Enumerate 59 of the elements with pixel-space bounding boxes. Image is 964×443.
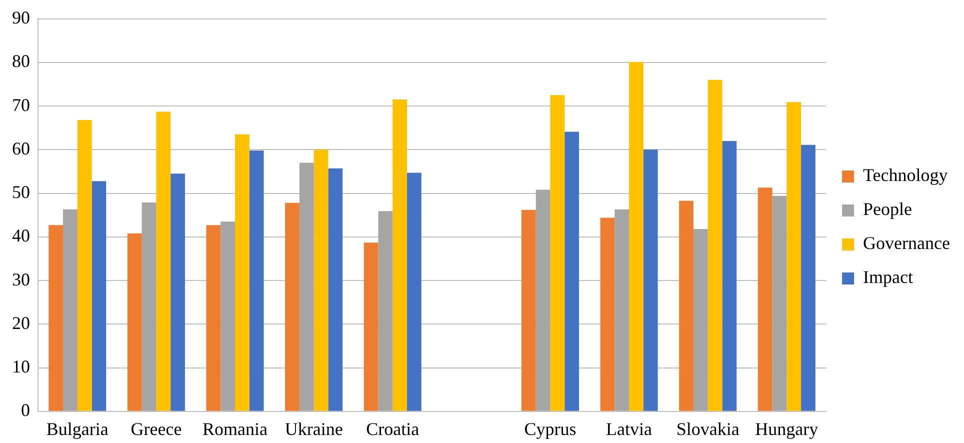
bar	[77, 120, 92, 411]
bar	[92, 181, 106, 411]
y-tick-label: 50	[12, 182, 30, 202]
bar	[206, 225, 221, 411]
x-tick-label: Bulgaria	[46, 418, 108, 439]
bar	[48, 225, 64, 411]
x-tick-label: Hungary	[755, 418, 818, 439]
bar	[235, 134, 250, 411]
bar	[629, 62, 644, 411]
bar	[708, 80, 722, 411]
bar	[679, 200, 694, 411]
x-tick-label: Romania	[202, 418, 268, 439]
bar	[299, 162, 314, 411]
y-tick-label: 0	[21, 400, 30, 420]
legend-label: Governance	[863, 233, 950, 254]
bar	[63, 209, 78, 411]
legend-label: People	[863, 199, 912, 220]
bar	[127, 233, 142, 411]
bar	[392, 100, 408, 411]
bar	[220, 222, 236, 411]
bar	[758, 188, 772, 411]
bar	[314, 150, 328, 411]
x-tick-label: Croatia	[366, 418, 420, 439]
y-tick-label: 70	[12, 94, 30, 115]
bar	[249, 150, 264, 411]
bar	[170, 174, 185, 411]
bar	[521, 210, 536, 411]
x-tick-label: Slovakia	[676, 418, 740, 439]
bar	[142, 202, 156, 411]
legend-label: Impact	[863, 267, 914, 288]
y-tick-label: 90	[12, 8, 30, 28]
bar	[801, 144, 816, 411]
y-tick-label: 80	[12, 51, 30, 72]
bar	[693, 229, 708, 411]
bar	[614, 209, 630, 411]
bar	[364, 242, 378, 411]
y-tick-label: 10	[12, 356, 30, 377]
bar	[643, 150, 658, 411]
bar	[772, 196, 787, 411]
bar	[536, 190, 550, 411]
x-tick-label: Cyprus	[524, 418, 576, 439]
bar	[564, 132, 579, 411]
bar	[600, 218, 615, 411]
bar	[378, 211, 393, 411]
y-tick-label: 60	[12, 138, 30, 158]
y-tick-label: 20	[12, 312, 30, 333]
y-tick-label: 30	[12, 269, 30, 290]
bar	[550, 95, 565, 411]
bar	[156, 112, 171, 411]
x-tick-label: Latvia	[606, 418, 652, 439]
bar	[285, 202, 300, 411]
x-tick-label: Greece	[130, 418, 182, 439]
bar	[328, 168, 343, 411]
legend-label: Technology	[863, 165, 948, 186]
bar	[786, 102, 802, 411]
bar	[407, 172, 422, 411]
y-tick-label: 40	[12, 226, 30, 246]
bar	[722, 140, 737, 411]
x-tick-label: Ukraine	[284, 418, 343, 439]
